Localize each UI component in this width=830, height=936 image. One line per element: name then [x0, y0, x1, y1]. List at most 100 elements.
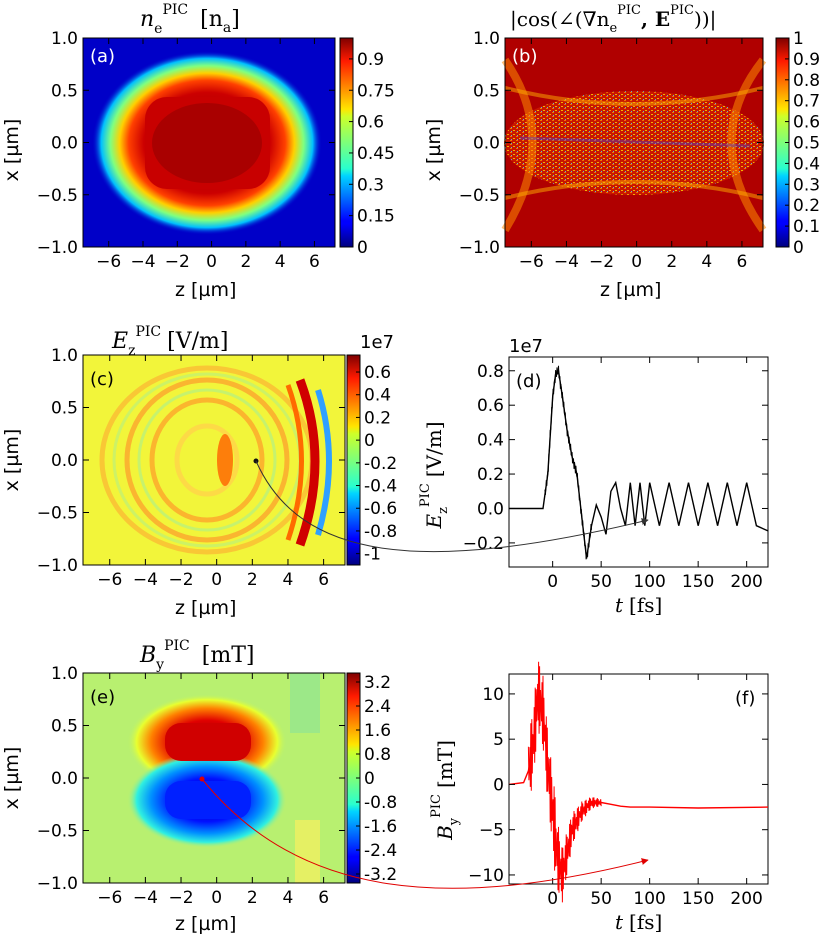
- exponent-d: 1e7: [509, 336, 543, 357]
- ytick-label: 1.0: [473, 29, 500, 49]
- colorbar-tick-label: 0.6: [357, 113, 384, 133]
- panel-tag-a: (a): [90, 46, 115, 67]
- ytick-label: −0.5: [459, 186, 500, 206]
- colorbar-tick-label: -3.2: [364, 865, 397, 885]
- ytick-label: 0.4: [477, 431, 504, 451]
- ticks-b: −6 −4 −2 0 2 4 6 1.0 0.5 0.0 −0.5 −1.0: [459, 29, 763, 272]
- colorbar-tick-label: -2.4: [364, 841, 397, 861]
- colorbar-tick-label: 0.3: [793, 175, 820, 195]
- xtick-label: 0: [211, 888, 222, 908]
- xtick-label: −6: [97, 888, 122, 908]
- panel-e-title: ByPIC [mT]: [139, 638, 254, 673]
- connector-arrow-e-f: [201, 778, 649, 889]
- ytick-label: 0.5: [473, 81, 500, 101]
- xlabel-d: t [fs]: [615, 593, 662, 617]
- heatmap-e: [83, 673, 345, 883]
- ytick-label: 1.0: [51, 346, 78, 366]
- xtick-label: −2: [168, 888, 193, 908]
- xtick-label: 150: [682, 889, 714, 909]
- ticks-d: 0 50 100 150 200 0.8 0.6 0.4 0.2 0.0 −0.2: [463, 357, 768, 592]
- colorbar-tick-label: 0.7: [793, 92, 820, 112]
- xtick-label: 200: [730, 572, 762, 592]
- heatmap-c: [83, 355, 345, 565]
- ylabel-a: x [µm]: [1, 119, 23, 182]
- ticks-c: −6 −4 −2 0 2 4 6 1.0 0.5 0.0 −0.5 −1.0: [37, 346, 345, 590]
- colorbar-tick-label: -1.6: [364, 817, 397, 837]
- connector-arrow-c-d: [255, 460, 649, 553]
- colorbar-tick-label: 0.6: [793, 113, 820, 133]
- colorbar-tick-label: -0.8: [364, 793, 397, 813]
- xtick-label: 4: [283, 888, 294, 908]
- panel-a: nePIC [na] (a) −6 −4 −2 0 2 4 6 1.0 0.5 0.0 −0.5 −1.…: [1, 2, 395, 301]
- xtick-label: −6: [96, 252, 121, 272]
- ytick-label: −0.5: [37, 504, 78, 524]
- xlabel-a: z [µm]: [175, 279, 236, 301]
- colorbar-exponent-c: 1e7: [360, 332, 394, 353]
- xtick-label: 0: [547, 572, 558, 592]
- xtick-label: −2: [168, 570, 193, 590]
- colorbar-c: [346, 354, 361, 566]
- colorbar-tick-label: 0.8: [793, 71, 820, 91]
- ytick-label: 0.0: [51, 134, 78, 154]
- xlabel-b: z [µm]: [600, 279, 661, 301]
- ytick-label: −1.0: [459, 238, 500, 258]
- ytick-label: 10: [482, 685, 504, 705]
- colorbar-tick-label: 2.4: [364, 697, 391, 717]
- panel-tag-b: (b): [512, 46, 537, 67]
- ytick-label: −10: [468, 866, 504, 886]
- panel-tag-f: (f): [735, 688, 755, 709]
- xtick-label: 100: [633, 889, 665, 909]
- series-oscillation: [527, 661, 602, 903]
- colorbar-tick-label: -0.6: [364, 499, 397, 519]
- xtick-label: 4: [701, 252, 712, 272]
- colorbar-tick-label: 0: [364, 769, 375, 789]
- xtick-label: 6: [737, 252, 748, 272]
- plot-d: [509, 365, 769, 560]
- ylabel-b: x [µm]: [423, 119, 445, 182]
- xtick-label: −6: [519, 252, 544, 272]
- ytick-label: 0.0: [51, 451, 78, 471]
- ytick-label: 0.5: [51, 717, 78, 737]
- ytick-label: −1.0: [37, 874, 78, 894]
- ytick-label: 1.0: [51, 29, 78, 49]
- colorbar-tick-label: -0.8: [364, 522, 397, 542]
- panel-tag-c: (c): [90, 369, 114, 390]
- ytick-label: 0: [493, 775, 504, 795]
- colorbar-tick-label: 3.2: [364, 673, 391, 693]
- panel-c-title: EzPIC [V/m]: [111, 324, 228, 359]
- colorbar-tick-label: 1: [793, 29, 804, 49]
- colorbar-tick-label: 0.2: [364, 408, 391, 428]
- xtick-label: 2: [247, 888, 258, 908]
- ylabel-c: x [µm]: [1, 429, 23, 492]
- colorbar-ticks-b: 10.90.80.70.60.50.40.30.20.10: [785, 29, 820, 258]
- ytick-label: 0.8: [477, 362, 504, 382]
- ylabel-d: EzPIC[V/m]: [418, 421, 451, 529]
- ticks-a: −6 −4 −2 0 2 4 6 1.0 0.5 0.0 −0.5 −1.0: [37, 29, 335, 272]
- xtick-label: −4: [133, 888, 158, 908]
- colorbar-tick-label: 0.3: [357, 175, 384, 195]
- colorbar-tick-label: 0.4: [364, 386, 391, 406]
- colorbar-tick-label: 0.1: [793, 217, 820, 237]
- ytick-label: −1.0: [37, 238, 78, 258]
- plot-f: [508, 661, 769, 903]
- colorbar-tick-label: 0: [357, 238, 368, 258]
- xtick-label: 6: [318, 570, 329, 590]
- panel-a-title: nePIC [na]: [140, 2, 240, 37]
- ytick-label: 0.5: [51, 399, 78, 419]
- colorbar-tick-label: 0.2: [793, 196, 820, 216]
- ytick-label: −1.0: [37, 556, 78, 576]
- colorbar-tick-label: 0.45: [357, 144, 395, 164]
- heatmap-b: [501, 38, 767, 247]
- xtick-label: −4: [133, 570, 158, 590]
- xlabel-e: z [µm]: [175, 913, 236, 935]
- colorbar-tick-label: 0.4: [793, 154, 820, 174]
- xlabel-c: z [µm]: [175, 597, 236, 619]
- ytick-label: −0.2: [463, 534, 504, 554]
- panel-b: |cos(∠(∇nePIC, EPIC))| (b) −6 −4 −2 0 2 4 6 1.0…: [423, 3, 820, 301]
- xtick-label: −4: [554, 252, 579, 272]
- ytick-label: 1.0: [51, 664, 78, 684]
- xtick-label: 0: [206, 252, 217, 272]
